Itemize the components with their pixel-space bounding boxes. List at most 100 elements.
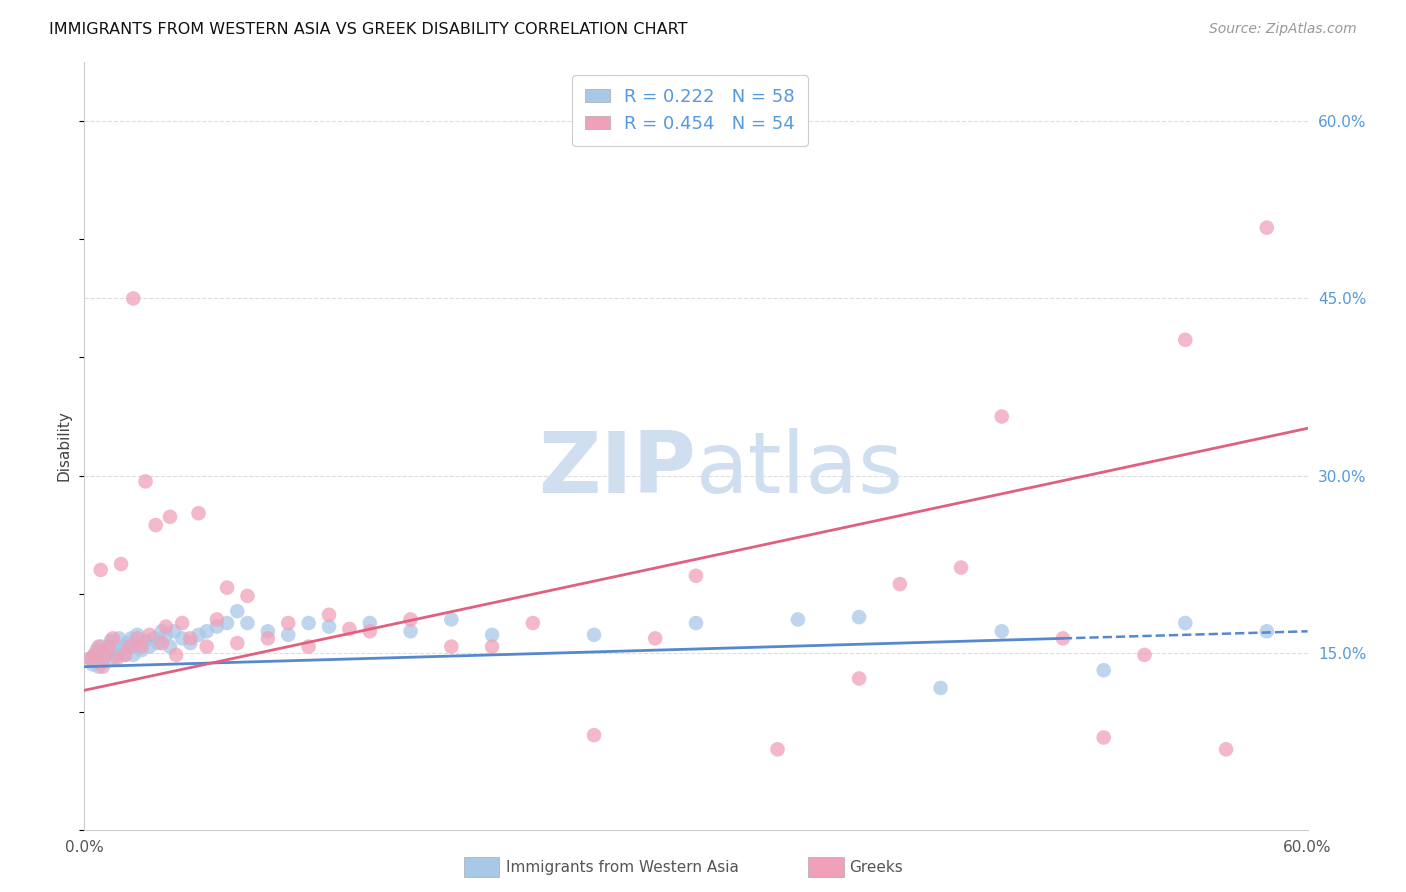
Legend: R = 0.222   N = 58, R = 0.454   N = 54: R = 0.222 N = 58, R = 0.454 N = 54 [572,75,807,145]
Point [91,659,114,673]
Point [318,607,340,622]
Point [97,640,120,654]
Point [205,619,228,633]
Point [236,615,259,630]
Point [298,640,321,654]
Point [127,632,149,646]
Point [114,648,136,662]
Point [101,651,124,665]
Point [105,648,128,662]
Point [131,643,153,657]
Point [150,624,173,639]
Point [787,612,810,626]
Point [685,569,707,583]
Point [359,624,381,639]
Y-axis label: Disability: Disability [56,410,72,482]
Point [145,518,167,533]
Point [685,615,707,630]
Point [93,648,115,662]
Text: Greeks: Greeks [849,860,903,874]
Point [79,651,101,665]
Point [79,651,101,665]
Point [257,624,280,639]
Point [848,610,870,624]
Point [150,636,173,650]
Point [108,632,131,646]
Point [217,615,239,630]
Point [155,628,177,642]
Point [142,632,165,646]
Point [135,633,157,648]
Point [138,640,160,654]
Point [991,409,1014,424]
Point [120,632,142,646]
Point [929,681,952,695]
Point [522,615,544,630]
Point [359,615,381,630]
Point [226,636,249,650]
Point [583,728,606,742]
Point [399,624,422,639]
Text: ZIP: ZIP [538,427,696,510]
Point [179,632,201,646]
Point [146,636,169,650]
Point [90,563,112,577]
Point [172,632,194,646]
Point [118,640,141,654]
Point [195,624,218,639]
Point [889,577,911,591]
Point [187,628,209,642]
Point [1052,632,1074,646]
Point [187,506,209,520]
Point [159,640,181,654]
Point [131,640,153,654]
Text: Immigrants from Western Asia: Immigrants from Western Asia [506,860,740,874]
Point [236,589,259,603]
Point [991,624,1014,639]
Point [318,619,340,633]
Point [644,632,666,646]
Point [399,612,422,626]
Point [481,640,503,654]
Point [87,659,110,673]
Point [277,628,299,642]
Point [217,581,239,595]
Point [766,742,789,756]
Point [179,636,201,650]
Point [163,624,186,639]
Point [105,651,128,665]
Point [1256,624,1278,639]
Point [159,509,181,524]
Point [950,560,973,574]
Point [91,655,114,669]
Point [172,615,194,630]
Point [93,646,115,660]
Text: Source: ZipAtlas.com: Source: ZipAtlas.com [1209,22,1357,37]
Point [165,648,187,662]
Point [82,657,104,672]
Point [87,640,110,654]
Point [205,612,228,626]
Point [1092,663,1115,677]
Point [1174,615,1197,630]
Text: IMMIGRANTS FROM WESTERN ASIA VS GREEK DISABILITY CORRELATION CHART: IMMIGRANTS FROM WESTERN ASIA VS GREEK DI… [49,22,688,37]
Point [277,615,299,630]
Point [848,672,870,686]
Point [90,640,112,654]
Point [138,628,160,642]
Point [155,619,177,633]
Point [257,632,280,646]
Point [226,604,249,618]
Point [115,636,138,650]
Point [110,557,132,571]
Point [195,640,218,654]
Point [122,292,145,306]
Text: atlas: atlas [696,427,904,510]
Point [124,640,146,654]
Point [583,628,606,642]
Point [100,633,122,648]
Point [83,648,105,662]
Point [86,643,108,657]
Point [440,612,463,626]
Point [339,622,361,636]
